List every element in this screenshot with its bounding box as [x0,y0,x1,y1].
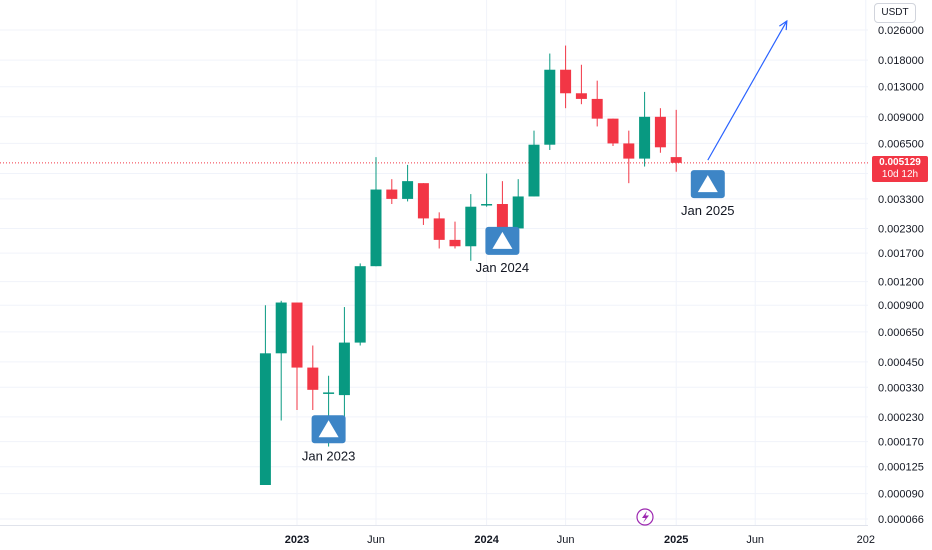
time-tick-label: 202 [857,534,875,546]
candle-body [639,116,651,159]
currency-unit-button[interactable]: USDT [874,3,916,23]
candle [623,130,635,184]
lightning-icon[interactable] [636,508,654,526]
candle [560,45,572,109]
candle [338,307,350,433]
candle [402,164,414,202]
price-tick-label: 0.026000 [878,25,924,37]
candle-body [402,181,414,199]
candle [639,91,651,167]
chart-grid [0,0,868,526]
candlestick-series [259,45,682,486]
price-tick-label: 0.006500 [878,138,924,150]
last-price-tag: 0.005129 10d 12h [872,155,928,182]
candle [654,108,666,153]
candle [449,221,461,249]
candle-body [465,206,477,247]
price-tick-label: 0.003300 [878,194,924,206]
price-tick-label: 0.000230 [878,412,924,424]
triangle-up-icon [318,420,339,438]
candle [512,179,524,233]
candle-body [259,353,271,486]
annotation-label: Jan 2023 [302,448,356,463]
candle-body [575,93,587,99]
annotation-label: Jan 2024 [476,260,530,275]
last-price-value: 0.005129 [879,156,921,168]
candle [417,183,429,225]
projection-arrow [707,20,788,161]
price-tick-label: 0.000650 [878,327,924,339]
candle-body [275,302,287,354]
annotation-marker[interactable]: Jan 2023 [302,415,356,463]
candle-body [607,118,619,144]
candle [575,64,587,105]
price-tick-label: 0.000900 [878,300,924,312]
candle [670,109,682,172]
price-tick-label: 0.000090 [878,489,924,501]
price-axis[interactable]: 0.026000 0.018000 0.013000 0.009000 0.006500… [878,25,924,526]
time-tick-label: 2023 [285,534,309,546]
time-tick-label: 2024 [474,534,499,546]
candle [354,263,366,346]
price-tick-label: 0.001200 [878,277,924,289]
price-tick-label: 0.000125 [878,462,924,474]
annotation-marker[interactable]: Jan 2025 [681,170,735,218]
candle [481,173,493,207]
candle-body [512,196,524,229]
candle-body [370,189,382,267]
price-tick-label: 0.001700 [878,248,924,260]
time-tick-label: Jun [367,534,385,546]
annotation-layer: Jan 2023 Jan 2024 Jan 2025 [302,170,735,463]
candle-body [354,266,366,343]
projection-arrow-head [779,19,788,31]
candle [528,130,540,197]
candle [433,212,445,249]
price-tick-label: 0.000170 [878,437,924,449]
candle-body [433,218,445,240]
price-tick-label: 0.018000 [878,55,924,67]
candle-body [560,69,572,94]
annotation-marker[interactable]: Jan 2024 [476,226,530,275]
time-tick-label: 2025 [664,534,688,546]
price-tick-label: 0.013000 [878,82,924,94]
candle-body [481,204,493,206]
candle [275,300,287,421]
triangle-up-icon [697,175,718,193]
triangle-up-icon [492,231,513,249]
candle-body [544,69,556,145]
candle [370,157,382,267]
price-tick-label: 0.000066 [878,514,924,526]
candle [291,302,303,411]
candle [591,80,603,127]
candle-body [528,144,540,197]
candle [607,118,619,146]
annotation-label: Jan 2025 [681,203,735,218]
price-tick-label: 0.002300 [878,223,924,235]
candle-body [291,302,303,368]
candle-body [323,392,335,394]
candle-body [623,143,635,159]
candle [544,53,556,150]
candle [386,179,398,205]
price-tick-label: 0.000450 [878,357,924,369]
candle-body [591,98,603,119]
price-tick-label: 0.000330 [878,382,924,394]
candle [307,345,319,411]
candle-body [417,183,429,219]
time-tick-label: Jun [746,534,764,546]
candle-body [338,342,350,396]
time-tick-label: Jun [557,534,575,546]
candle [465,194,477,261]
candle-body [654,116,666,148]
price-tick-label: 0.009000 [878,112,924,124]
candle-body [670,157,682,163]
candle-body [307,367,319,390]
candle-body [496,204,508,229]
time-axis[interactable]: 2023 Jun 2024 Jun 2025 Jun 202 [285,534,875,546]
bar-countdown: 10d 12h [881,168,919,180]
candle [259,305,271,486]
candle-body [386,189,398,199]
candle-body [449,239,461,247]
